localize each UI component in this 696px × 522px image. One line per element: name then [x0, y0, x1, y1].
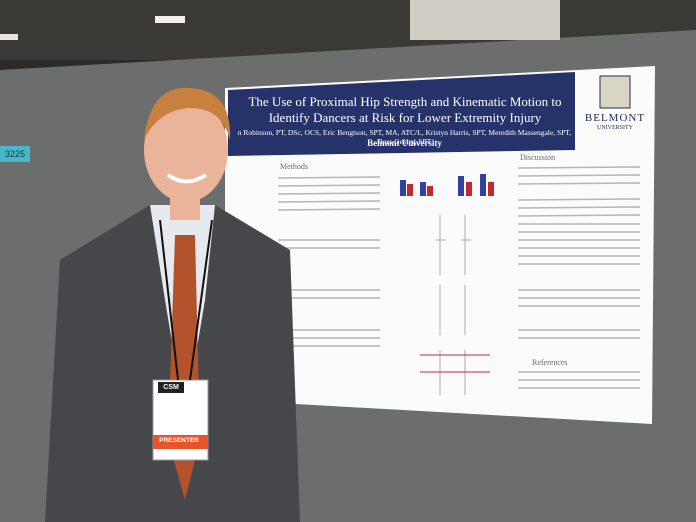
hair: [144, 87, 231, 140]
face: [144, 98, 228, 202]
logo-subtext: UNIVERSITY: [597, 125, 633, 131]
poster-authors: n Robinson, PT, DSc, OCS, Eric Bengtson,…: [237, 128, 572, 146]
lanyard: [189, 219, 213, 381]
badge-conference: CSM: [163, 384, 179, 391]
poster-text-lines: [277, 166, 641, 389]
poster-figures: [400, 174, 494, 395]
section-heading: References: [532, 358, 568, 367]
smile: [166, 173, 208, 184]
poster-title: The Use of Proximal Hip Strength and Kin…: [248, 94, 562, 125]
background-wall: [410, 0, 560, 40]
poster-header: [228, 72, 575, 156]
section-heading: Discussion: [520, 153, 556, 162]
ceiling-light: [155, 16, 185, 23]
badge-role: PRESENTER: [159, 437, 199, 444]
booth-number: 3225: [0, 146, 30, 162]
section-heading: Methods: [280, 162, 308, 171]
presenter-ribbon: [153, 435, 208, 449]
logo-text: BELMONT: [584, 112, 646, 124]
logo-building: [599, 75, 631, 109]
lanyard: [159, 219, 179, 381]
badge-logo: [158, 382, 184, 393]
poster-institution: Belmont University: [367, 138, 442, 148]
ceiling-light: [0, 34, 18, 40]
